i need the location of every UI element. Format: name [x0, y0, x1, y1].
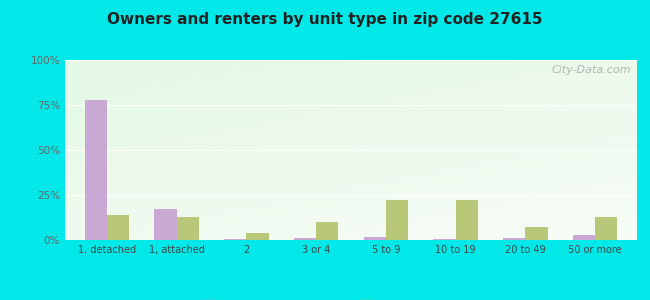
Bar	[294, 238, 316, 240]
Bar	[224, 239, 246, 240]
Bar	[434, 239, 456, 240]
Bar	[107, 215, 129, 240]
Bar	[503, 238, 525, 240]
Bar	[386, 200, 408, 240]
Bar	[573, 235, 595, 240]
Bar	[595, 217, 617, 240]
Bar	[525, 227, 548, 240]
Bar	[154, 209, 177, 240]
Bar	[177, 217, 199, 240]
Bar	[456, 200, 478, 240]
Text: City-Data.com: City-Data.com	[552, 65, 631, 75]
Bar	[316, 222, 339, 240]
Text: Owners and renters by unit type in zip code 27615: Owners and renters by unit type in zip c…	[107, 12, 543, 27]
Bar	[363, 237, 386, 240]
Bar	[84, 100, 107, 240]
Legend: Owner occupied units, Renter occupied units: Owner occupied units, Renter occupied un…	[198, 296, 504, 300]
Bar	[246, 233, 268, 240]
